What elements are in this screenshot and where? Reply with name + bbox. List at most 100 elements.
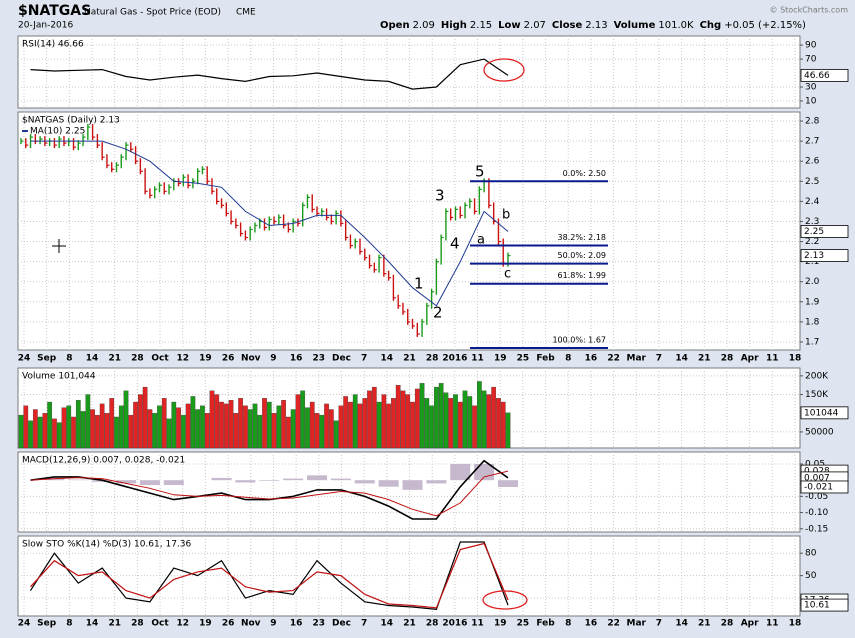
indicator-line <box>30 470 509 517</box>
volume-bar <box>343 396 349 449</box>
x-tick-label: Sep <box>37 619 57 629</box>
volume-bar <box>262 398 267 449</box>
stat-value: 2.09 <box>413 20 435 31</box>
volume-bar <box>142 386 148 449</box>
y-tick-label: 2.3 <box>805 217 819 227</box>
x-tick-label: 7 <box>361 354 367 364</box>
volume-bar <box>481 390 487 449</box>
x-tick-label: 16 <box>585 354 598 364</box>
price-bar <box>454 206 458 221</box>
volume-bar <box>453 394 458 449</box>
y-tick-label: 30 <box>805 83 817 93</box>
price-bar <box>488 178 492 209</box>
price-bar <box>311 194 315 213</box>
price-bar <box>478 186 482 215</box>
volume-bar <box>367 390 372 449</box>
wave-label: 4 <box>450 235 460 253</box>
volume-bar <box>61 407 67 449</box>
volume-bar <box>376 401 382 449</box>
volume-bar <box>434 386 439 449</box>
price-bar <box>158 182 162 193</box>
y-tick-label: 2.2 <box>805 237 819 247</box>
fib-label: 0.0%: 2.50 <box>563 169 606 178</box>
x-tick-label: 28 <box>426 354 439 364</box>
volume-bar <box>219 401 224 449</box>
price-bar <box>201 166 205 175</box>
volume-bar <box>80 411 86 449</box>
price-bar <box>278 214 282 225</box>
histogram-bar <box>378 480 399 487</box>
volume-bar <box>47 401 52 449</box>
x-tick-label: 18 <box>789 619 802 629</box>
volume-bar <box>200 405 205 449</box>
y-tick-label: -0.05 <box>805 492 828 502</box>
volume-bar <box>52 418 57 449</box>
volume-bar <box>152 413 158 449</box>
indicator-line <box>30 58 509 90</box>
volume-bar <box>424 398 430 449</box>
price-bar <box>297 218 301 227</box>
x-tick-label: 7 <box>656 619 662 629</box>
price-bar <box>125 142 129 161</box>
price-bar <box>450 208 454 221</box>
price-bar <box>168 184 172 195</box>
stat-label: Close <box>552 20 583 31</box>
price-bar <box>101 142 105 161</box>
volume-bar <box>118 405 124 449</box>
stat-value: 2.13 <box>585 20 607 31</box>
x-tick-label: 7 <box>656 354 662 364</box>
volume-bar <box>286 416 291 449</box>
y-tick-label: 50 <box>805 571 817 581</box>
stat-label: Volume <box>614 20 656 31</box>
price-bar <box>53 138 57 149</box>
price-bar <box>497 218 501 245</box>
volume-bar <box>352 394 358 449</box>
y-tick-label: 2.4 <box>805 197 820 207</box>
histogram-bar <box>116 480 137 484</box>
histogram-bar <box>139 480 160 486</box>
x-tick-label: 24 <box>18 619 31 629</box>
x-tick-label: 11 <box>766 619 779 629</box>
x-tick-label: 8 <box>565 354 571 364</box>
wave-label: c <box>504 267 511 282</box>
volume-bar <box>32 409 38 449</box>
price-bar <box>440 234 444 265</box>
stat-label: Open <box>380 20 410 31</box>
x-tick-label: 21 <box>698 619 711 629</box>
x-tick-label: 14 <box>86 354 99 364</box>
wave-labels: 1 2 3 4 5 a b c <box>414 163 511 322</box>
y-tick-label: 90 <box>805 41 817 51</box>
y-tick-label: 50000 <box>805 427 834 437</box>
x-tick-label: Oct <box>151 619 169 629</box>
volume-bar <box>209 390 215 449</box>
x-tick-label: 11 <box>471 619 484 629</box>
price-bar <box>387 270 392 281</box>
x-tick-label: 11 <box>471 354 484 364</box>
x-tick-label: 21 <box>403 619 416 629</box>
volume-bar <box>348 401 353 449</box>
y-tick-label: 150K <box>805 390 829 400</box>
price-bar <box>39 136 43 145</box>
volume-bar <box>104 413 110 449</box>
volume-bar <box>500 401 506 449</box>
volume-bar <box>443 392 449 449</box>
volume-bar <box>457 401 463 449</box>
x-tick-label: 8 <box>66 619 72 629</box>
price-bar <box>115 162 119 173</box>
volume-bar <box>247 409 253 449</box>
price-bar <box>153 186 158 199</box>
y-tick-label: 1.8 <box>805 317 820 327</box>
volume-bar <box>486 394 492 449</box>
volume-bar <box>23 405 29 449</box>
wave-label: 2 <box>433 304 443 322</box>
price-bar <box>244 230 248 241</box>
symbol: $NATGAS <box>18 3 91 19</box>
last-value-label: 2.25 <box>804 227 824 237</box>
last-value-label: -0.021 <box>804 482 833 492</box>
volume-bar <box>171 401 177 449</box>
volume-bar <box>448 398 454 449</box>
histogram-bar <box>354 480 375 484</box>
price-bar <box>163 182 167 195</box>
price-bar <box>144 168 148 195</box>
indicator-line <box>30 542 509 609</box>
